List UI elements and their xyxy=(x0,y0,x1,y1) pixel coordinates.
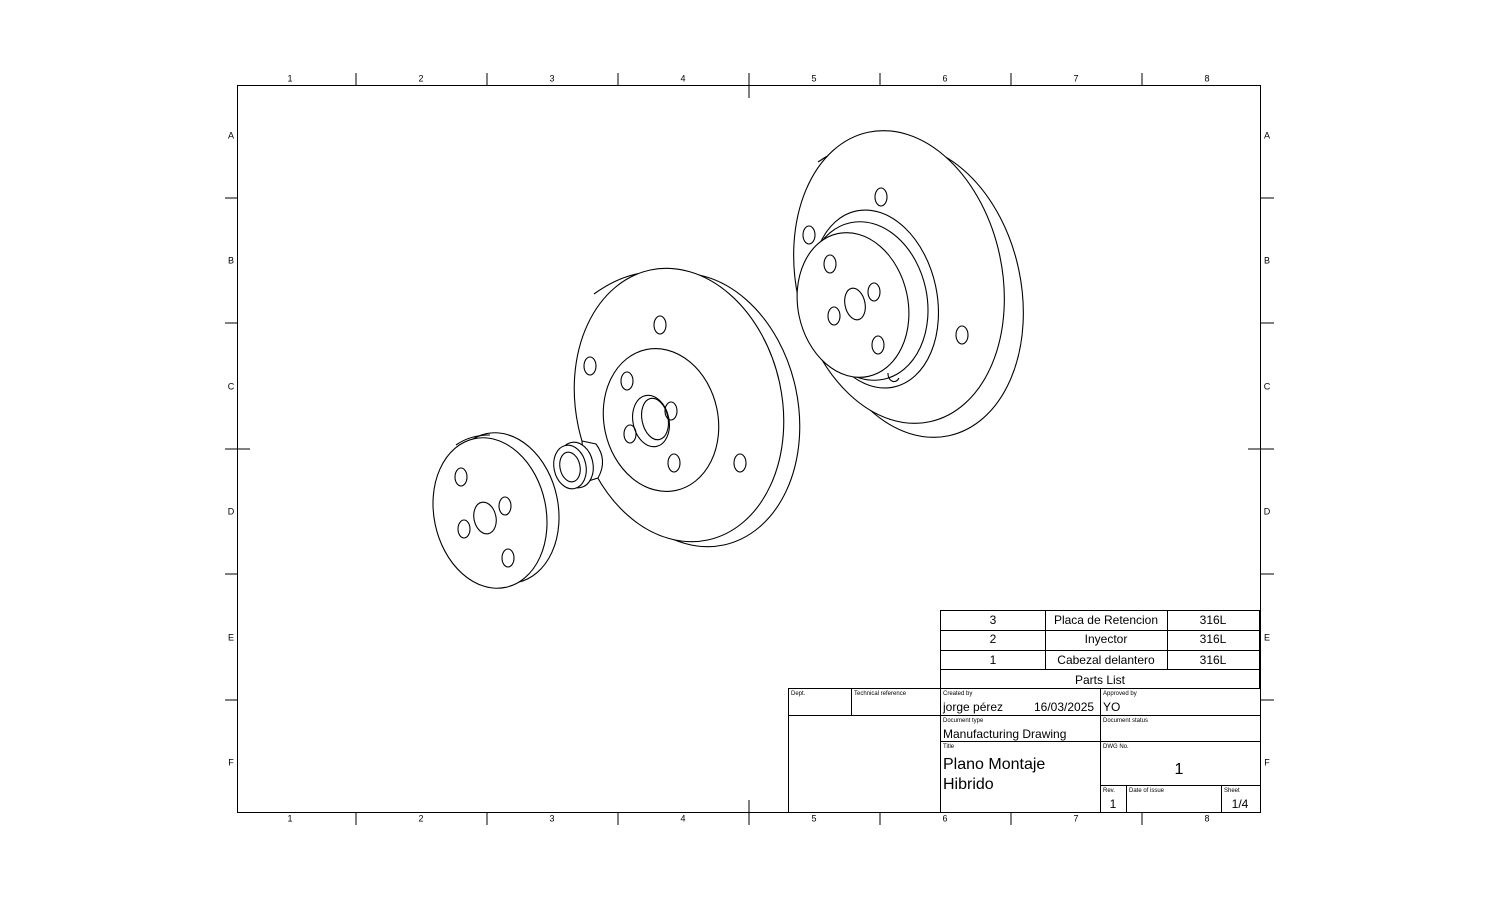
rev-value: 1 xyxy=(1110,797,1117,811)
part-inyector xyxy=(553,440,604,490)
zone-row-right-e: E xyxy=(1264,632,1270,642)
dwg-no-value: 1 xyxy=(1175,761,1184,778)
zone-row-left-e: E xyxy=(228,632,234,642)
zone-row-left-b: B xyxy=(228,255,234,265)
zone-col-top-5: 5 xyxy=(811,73,816,83)
part-placa-central xyxy=(573,267,801,548)
zone-row-left-c: C xyxy=(228,381,235,391)
parts-row-1-name: Cabezal delantero xyxy=(1057,653,1155,667)
created-date-value: 16/03/2025 xyxy=(1034,700,1094,714)
parts-row-3-material: 316L xyxy=(1200,613,1227,627)
drawing-title-line-2: Hibrido xyxy=(943,776,994,793)
zone-row-left-a: A xyxy=(228,130,234,140)
parts-row-3-item: 3 xyxy=(990,613,997,627)
zone-row-left-d: D xyxy=(228,506,235,516)
date-of-issue-label: Date of issue xyxy=(1129,788,1165,794)
sheet-label: Sheet xyxy=(1224,788,1240,794)
zone-ticks xyxy=(225,73,1274,825)
zone-col-top-4: 4 xyxy=(680,73,685,83)
zone-col-bottom-1: 1 xyxy=(287,813,292,823)
zone-col-bottom-6: 6 xyxy=(942,813,947,823)
zone-col-top-6: 6 xyxy=(942,73,947,83)
parts-list-heading: Parts List xyxy=(1075,673,1126,687)
parts-row-1-material: 316L xyxy=(1200,653,1227,667)
zone-row-right-f: F xyxy=(1264,757,1270,767)
created-by-label: Created by xyxy=(943,691,972,697)
zone-row-right-c: C xyxy=(1264,381,1271,391)
zone-col-bottom-3: 3 xyxy=(549,813,554,823)
dept-label: Dept. xyxy=(791,691,806,697)
document-type-label: Document type xyxy=(943,718,984,724)
part-cabezal-delantero xyxy=(793,130,1024,438)
zone-col-bottom-4: 4 xyxy=(680,813,685,823)
technical-reference-label: Technical reference xyxy=(854,691,907,697)
parts-row-2-item: 2 xyxy=(990,632,997,646)
approved-by-value: YO xyxy=(1103,700,1120,714)
zone-row-right-a: A xyxy=(1264,130,1270,140)
zone-row-left-f: F xyxy=(228,757,234,767)
document-status-label: Document status xyxy=(1103,718,1148,724)
parts-list: 3 Placa de Retencion 316L 2 Inyector 316… xyxy=(940,610,1260,689)
zone-col-bottom-2: 2 xyxy=(418,813,423,823)
zone-col-bottom-5: 5 xyxy=(811,813,816,823)
document-type-value: Manufacturing Drawing xyxy=(943,727,1066,741)
title-block: Dept. Technical reference Created by jor… xyxy=(788,688,1261,813)
rev-label: Rev. xyxy=(1103,788,1115,794)
zone-col-bottom-8: 8 xyxy=(1204,813,1209,823)
parts-row-2-material: 316L xyxy=(1200,632,1227,646)
zone-col-bottom-7: 7 xyxy=(1073,813,1078,823)
zone-row-right-b: B xyxy=(1264,255,1270,265)
sheet-value: 1/4 xyxy=(1232,797,1249,811)
zone-labels: 1 2 3 4 5 6 7 8 1 2 3 4 5 6 7 8 A B C D … xyxy=(228,73,1271,823)
drawing-title-line-1: Plano Montaje xyxy=(943,756,1045,773)
approved-by-label: Approved by xyxy=(1103,691,1137,697)
zone-col-top-7: 7 xyxy=(1073,73,1078,83)
parts-row-1-item: 1 xyxy=(990,653,997,667)
zone-col-top-8: 8 xyxy=(1204,73,1209,83)
title-label: Title xyxy=(943,744,955,750)
parts-row-3-name: Placa de Retencion xyxy=(1054,613,1158,627)
zone-col-top-1: 1 xyxy=(287,73,292,83)
part-placa-de-retencion xyxy=(432,432,560,589)
zone-row-right-d: D xyxy=(1264,506,1271,516)
zone-col-top-2: 2 xyxy=(418,73,423,83)
parts-row-2-name: Inyector xyxy=(1085,632,1128,646)
dwg-no-label: DWG No. xyxy=(1103,744,1129,750)
zone-col-top-3: 3 xyxy=(549,73,554,83)
created-by-value: jorge pérez xyxy=(942,700,1003,714)
